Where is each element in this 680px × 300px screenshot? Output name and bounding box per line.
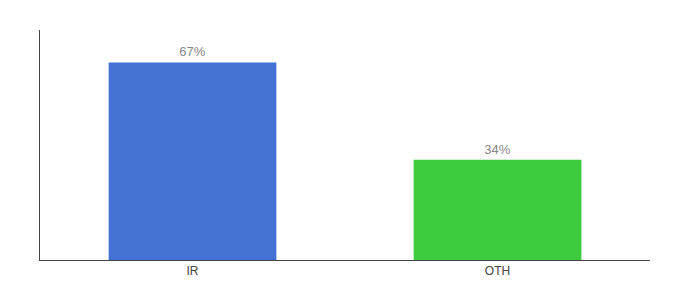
svg-text:67%: 67% xyxy=(179,44,205,59)
svg-text:34%: 34% xyxy=(484,142,510,157)
svg-text:OTH: OTH xyxy=(485,264,510,278)
svg-text:IR: IR xyxy=(187,264,199,278)
